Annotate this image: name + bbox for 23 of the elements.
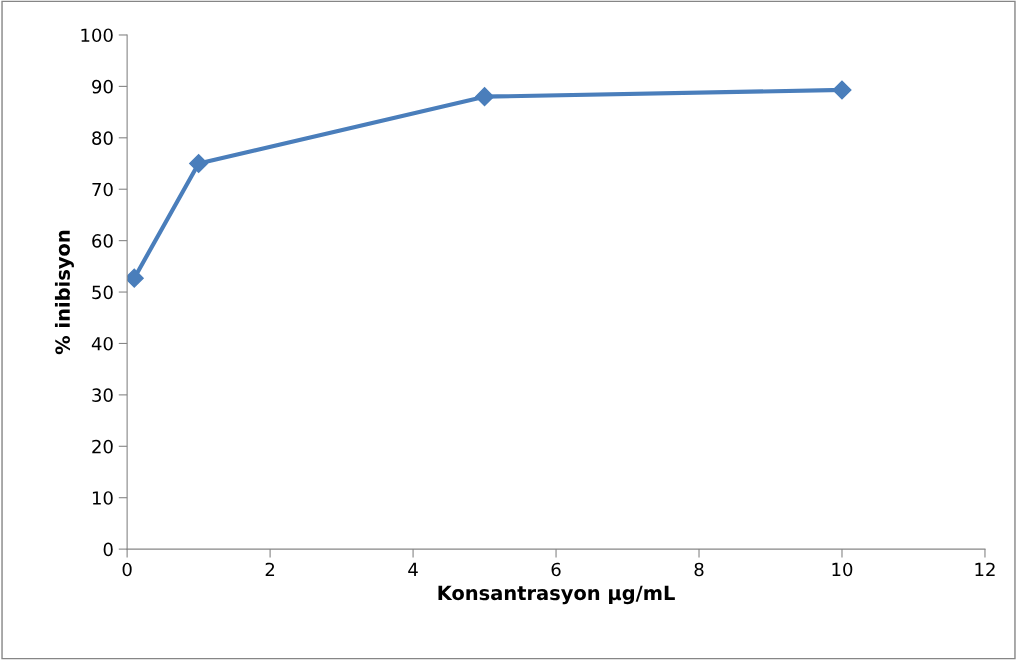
point — [189, 153, 209, 174]
x-axis-title: Konsantrasyon µg/mL — [438, 585, 675, 605]
x-tick-label: 4 — [408, 562, 418, 577]
y-tick-label: 0 — [103, 542, 113, 557]
x-tick-label: 6 — [551, 562, 561, 577]
x-tick-label: 10 — [832, 562, 853, 577]
y-tick-label: 90 — [92, 79, 113, 94]
x-tick-label: 0 — [122, 562, 132, 577]
y-tick-label: 80 — [92, 131, 113, 145]
y-tick-label: 30 — [92, 388, 113, 402]
point — [832, 80, 852, 100]
y-tick-label: 10 — [92, 491, 113, 505]
x-tick-label: 8 — [694, 562, 704, 577]
y-tick-label: 20 — [92, 439, 113, 454]
y-axis-title: % inibisyon — [54, 230, 74, 355]
y-tick-label: 60 — [92, 234, 113, 248]
y-tick-label: 50 — [92, 285, 113, 300]
x-tick-label: 12 — [975, 562, 995, 577]
y-tick-label: 70 — [92, 182, 113, 197]
point — [475, 87, 495, 107]
y-tick-label: 40 — [91, 336, 113, 351]
x-tick-label: 2 — [265, 562, 275, 577]
y-tick-label: 100 — [81, 28, 113, 43]
